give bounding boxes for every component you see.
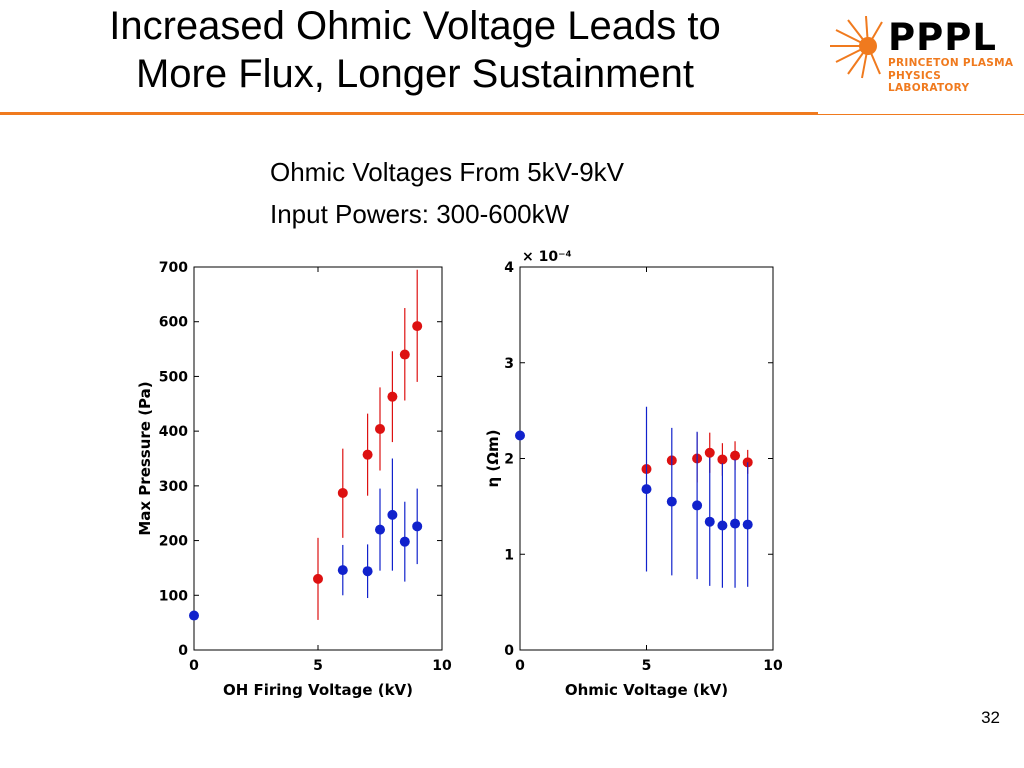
x-axis-label: Ohmic Voltage (kV) (565, 681, 728, 699)
y-tick-label: 300 (159, 479, 188, 495)
x-tick-label: 0 (189, 658, 199, 674)
logo-subtitle-line-2: PHYSICS LABORATORY (888, 70, 970, 94)
data-point (399, 349, 410, 360)
x-tick-label: 5 (642, 658, 652, 674)
subtitle-powers: Input Powers: 300-600kW (270, 199, 570, 229)
logo-wordmark: PPPL (888, 16, 997, 59)
x-tick-label: 10 (763, 658, 783, 674)
logo-subtitle-line-1: PRINCETON PLASMA (888, 57, 1014, 69)
data-point (641, 484, 652, 495)
data-point (375, 524, 385, 535)
starburst-icon (830, 16, 883, 79)
y-tick-label: 700 (159, 260, 188, 276)
series-2 (189, 458, 423, 621)
slide-title-line-1: Increased Ohmic Voltage Leads to (109, 4, 721, 48)
x-tick-label: 5 (313, 658, 323, 674)
y-tick-label: 0 (178, 643, 188, 659)
x-axis-label: OH Firing Voltage (kV) (223, 681, 413, 699)
data-point (717, 520, 728, 531)
data-point (742, 519, 753, 530)
data-point (412, 321, 423, 332)
data-point (412, 521, 423, 532)
data-point (692, 500, 703, 511)
data-point (375, 423, 385, 434)
data-point (337, 565, 348, 576)
data-point (189, 610, 199, 621)
slide-title-line-2: More Flux, Longer Sustainment (135, 52, 695, 96)
y-tick-label: 4 (504, 260, 514, 276)
data-point (515, 430, 525, 441)
x-tick-label: 0 (515, 658, 525, 674)
slide-title: Increased Ohmic Voltage Leads to More Fl… (20, 2, 810, 98)
y-tick-label: 2 (504, 452, 514, 468)
y-axis-label: η (Ωm) (484, 430, 502, 488)
data-point (666, 496, 677, 507)
y-tick-label: 0 (504, 643, 514, 659)
y-tick-label: 1 (504, 547, 514, 563)
y-tick-label: 3 (504, 356, 514, 372)
subtitle-voltages: Ohmic Voltages From 5kV-9kV (270, 157, 625, 187)
y-axis-exponent: × 10⁻⁴ (522, 249, 572, 265)
data-point (704, 447, 715, 458)
y-tick-label: 200 (159, 534, 188, 550)
data-point (387, 391, 398, 402)
data-point (387, 509, 398, 520)
data-point (730, 518, 741, 529)
series-2 (515, 406, 753, 588)
data-point (704, 516, 715, 527)
series-1 (313, 269, 423, 620)
y-tick-label: 500 (159, 369, 188, 385)
y-tick-label: 600 (159, 315, 188, 331)
title-divider (0, 112, 818, 115)
data-point (362, 566, 373, 577)
page-number: 32 (981, 708, 1000, 727)
y-axis-label: Max Pressure (Pa) (136, 381, 154, 535)
data-point (337, 487, 348, 498)
y-tick-label: 400 (159, 424, 188, 440)
pppl-logo: PPPL PRINCETON PLASMA PHYSICS LABORATORY (826, 16, 1016, 96)
data-point (399, 536, 410, 547)
data-point (717, 454, 728, 465)
data-point (730, 450, 741, 461)
data-point (362, 449, 373, 460)
data-point (313, 573, 323, 584)
chart-2: 0 5 10 0 1 2 3 4 Ohmic Voltage (kV) η (Ωm) × 10⁻⁴ (484, 249, 783, 699)
y-tick-label: 100 (159, 588, 188, 604)
x-tick-label: 10 (432, 658, 452, 674)
title-divider-extension (818, 114, 1024, 115)
